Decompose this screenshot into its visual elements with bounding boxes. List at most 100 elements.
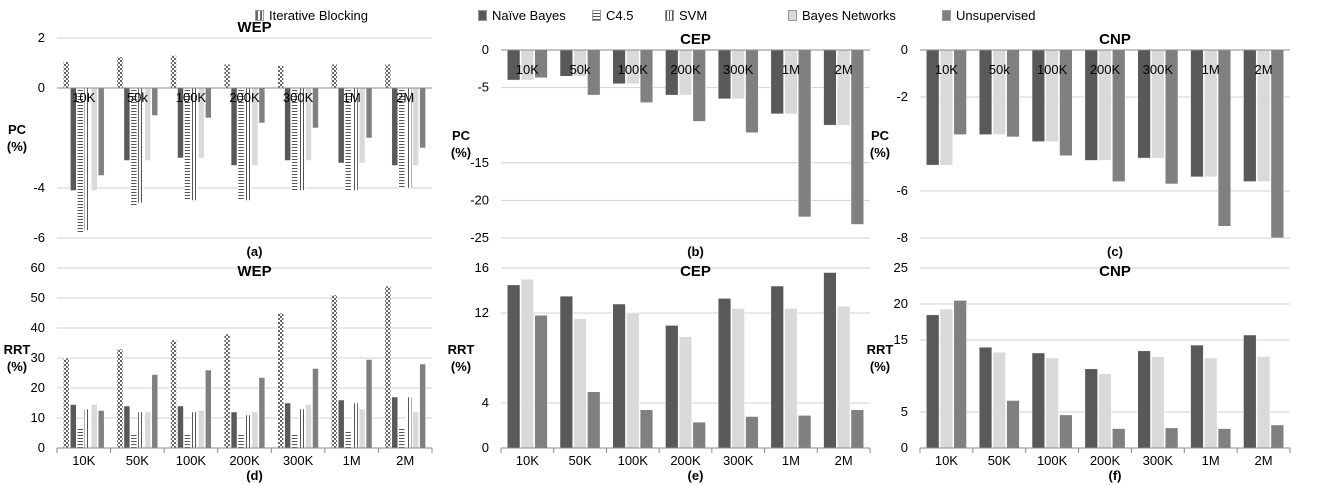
bar-unsupervised	[1059, 414, 1073, 449]
category-label: 1M	[782, 62, 800, 77]
legend-swatch-unsupervised	[942, 10, 951, 21]
bar-iterative-blocking	[116, 56, 124, 89]
category-label: 300K	[723, 453, 754, 468]
legend-item-svm: SVM	[665, 8, 707, 23]
y-axis-label: RRT	[4, 342, 31, 357]
bar-bayes-networks	[573, 318, 587, 449]
panel-label: (d)	[246, 468, 263, 483]
bar-bayes-networks	[1098, 373, 1112, 449]
y-tick-label: 0	[901, 42, 908, 57]
category-label: 1M	[343, 453, 361, 468]
bar-iterative-blocking	[223, 64, 231, 89]
bar-iterative-blocking	[63, 357, 70, 449]
bar-na-ve-bayes	[391, 396, 398, 449]
bar-c4-5	[398, 428, 405, 449]
y-tick-label: -4	[33, 180, 45, 195]
bar-c4-5	[291, 434, 298, 449]
bar-bayes-networks	[144, 411, 152, 449]
category-label: 200K	[670, 453, 701, 468]
panel-label: (e)	[688, 468, 704, 483]
y-axis-label: PC	[871, 128, 890, 143]
category-label: 200K	[1090, 453, 1121, 468]
bar-unsupervised	[798, 49, 812, 218]
legend-label: C4.5	[606, 8, 634, 23]
y-tick-label: 0	[482, 440, 489, 455]
legend-label: Unsupervised	[956, 8, 1036, 23]
y-tick-label: 16	[475, 260, 489, 275]
bar-na-ve-bayes	[612, 303, 626, 449]
bar-iterative-blocking	[170, 339, 177, 449]
bar-bayes-networks	[837, 306, 851, 449]
category-label: 10K	[72, 453, 95, 468]
category-label: 50k	[570, 62, 591, 77]
category-label: 200K	[229, 453, 260, 468]
category-label: 1M	[343, 90, 361, 105]
bar-bayes-networks	[1045, 357, 1059, 449]
legend-item-iterative-blocking: Iterative Blocking	[255, 8, 368, 23]
chart-panel-5: 0 5 15 20 25 CNP RRT (%) (f) 10K 50K 100K 200K 300K 1M…	[867, 260, 1291, 483]
chart-panel-0: 2 0 -4 -6 WEP PC (%) (a) 10K 50k 100K 200K 300K 1M 2M	[7, 19, 432, 259]
y-tick-label: -5	[477, 80, 489, 95]
bar-bayes-networks	[784, 49, 798, 115]
bar-na-ve-bayes	[926, 314, 940, 449]
bar-c4-5	[77, 428, 84, 449]
category-label: 1M	[1202, 453, 1220, 468]
bar-iterative-blocking	[277, 65, 284, 89]
bar-unsupervised	[1270, 424, 1284, 449]
panel-label: (b)	[687, 244, 704, 259]
bar-bayes-networks	[731, 308, 745, 449]
y-axis-label: (%)	[7, 139, 27, 154]
category-label: 300K	[723, 62, 754, 77]
bar-c4-5	[130, 432, 138, 449]
chart-title: CEP	[680, 31, 711, 48]
bar-unsupervised	[205, 369, 212, 449]
panel-label: (f)	[1109, 468, 1122, 483]
category-label: 100K	[176, 90, 207, 105]
y-tick-label: 20	[31, 380, 45, 395]
y-tick-label: 2	[38, 30, 45, 45]
bar-bayes-networks	[992, 351, 1006, 449]
bar-bayes-networks	[678, 336, 693, 449]
bar-unsupervised	[365, 87, 373, 139]
category-label: 300K	[1143, 62, 1174, 77]
y-tick-label: 20	[894, 296, 908, 311]
bar-unsupervised	[312, 368, 319, 449]
category-label: 100K	[618, 453, 649, 468]
chart-title: CEP	[680, 263, 711, 280]
bar-unsupervised	[365, 359, 373, 449]
category-label: 10K	[72, 90, 95, 105]
category-label: 1M	[782, 453, 800, 468]
bar-na-ve-bayes	[1243, 334, 1257, 449]
chart-title: WEP	[237, 263, 271, 280]
y-tick-label: -6	[896, 183, 908, 198]
y-tick-label: -8	[896, 230, 908, 245]
bar-unsupervised	[1112, 428, 1126, 449]
bar-c4-5	[130, 87, 138, 206]
bar-iterative-blocking	[277, 312, 284, 449]
bar-unsupervised	[97, 410, 105, 449]
bar-bayes-networks	[305, 404, 312, 449]
chart-legend: Iterative Blocking Naïve Bayes C4.5 SVM …	[0, 0, 1328, 30]
category-label: 50K	[126, 453, 149, 468]
bar-bayes-networks	[1151, 356, 1165, 449]
category-label: 200K	[670, 62, 701, 77]
bar-c4-5	[344, 429, 352, 449]
bar-bayes-networks	[626, 312, 640, 449]
bar-iterative-blocking	[223, 333, 231, 449]
bar-na-ve-bayes	[717, 298, 732, 449]
y-tick-label: 0	[482, 42, 489, 57]
bar-unsupervised	[639, 409, 654, 449]
bar-na-ve-bayes	[177, 405, 184, 449]
bar-svm	[405, 396, 412, 449]
y-tick-label: 0	[38, 440, 45, 455]
y-tick-label: -2	[896, 89, 908, 104]
category-label: 2M	[1255, 62, 1273, 77]
category-label: 200K	[229, 90, 260, 105]
bar-unsupervised	[850, 409, 864, 449]
bar-bayes-networks	[251, 411, 259, 449]
bar-na-ve-bayes	[70, 404, 77, 449]
bar-svm	[191, 411, 198, 449]
y-axis-label: PC	[452, 128, 471, 143]
category-label: 100K	[618, 62, 649, 77]
